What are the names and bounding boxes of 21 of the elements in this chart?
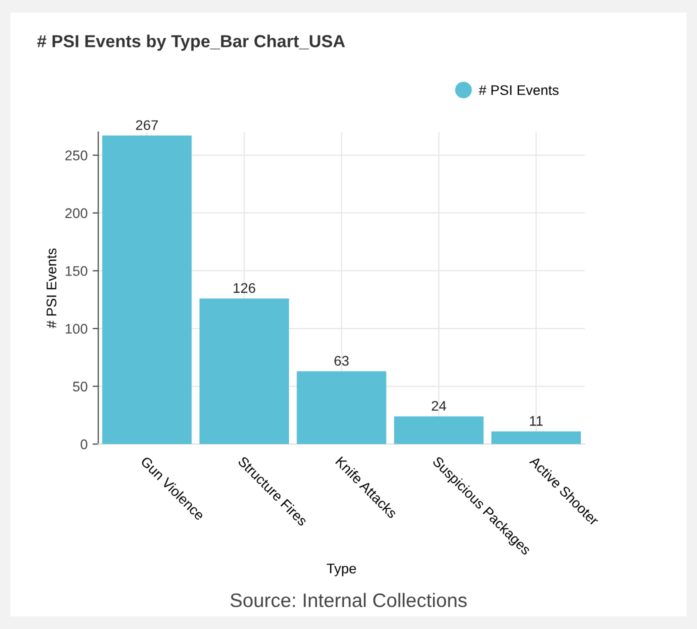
y-tick-label: 250 [65,150,88,160]
data-label: 63 [334,356,349,366]
data-label: 11 [530,416,543,426]
bar [199,298,289,444]
y-tick-label: 50 [72,382,88,392]
source-note: Source: Internal Collections [230,592,467,608]
bar [296,371,386,444]
data-label: 126 [234,283,256,293]
x-axis-title: Type [326,564,356,576]
legend-label: # PSI Events [478,85,559,96]
y-tick-label: 100 [66,324,88,334]
chart-title: # PSI Events by Type_Bar Chart_USA [37,34,345,51]
data-label: 267 [136,120,158,130]
y-axis-title: # PSI Events [46,248,56,328]
y-tick-label: 200 [65,208,88,218]
bar [102,136,192,444]
bar [491,431,581,444]
y-tick-label: 0 [80,439,88,450]
y-tick-label: 150 [66,266,88,276]
bar [394,416,484,444]
data-label: 24 [432,400,446,411]
